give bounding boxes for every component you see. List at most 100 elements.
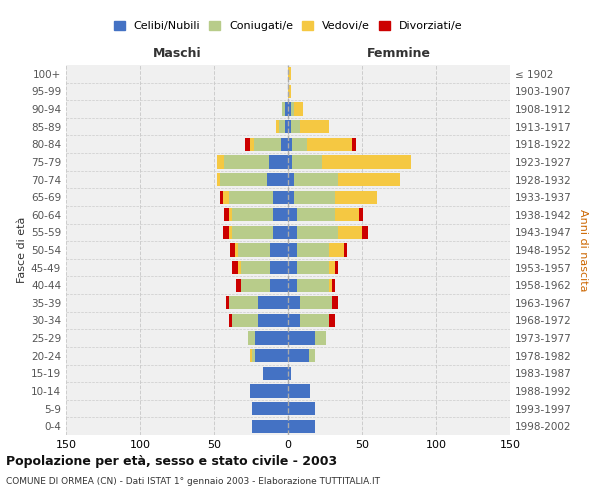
Bar: [229, 296, 259, 310]
Bar: [329, 314, 335, 327]
Bar: [245, 138, 250, 151]
Bar: [291, 120, 300, 134]
Bar: [288, 173, 294, 186]
Bar: [273, 190, 288, 204]
Bar: [267, 173, 288, 186]
Bar: [250, 138, 254, 151]
Bar: [270, 261, 288, 274]
Bar: [232, 226, 273, 239]
Bar: [288, 156, 292, 168]
Bar: [229, 190, 273, 204]
Bar: [288, 85, 291, 98]
Bar: [273, 226, 288, 239]
Bar: [223, 190, 229, 204]
Bar: [344, 244, 347, 256]
Bar: [223, 226, 229, 239]
Bar: [229, 208, 232, 222]
Bar: [281, 138, 288, 151]
Bar: [297, 226, 338, 239]
Bar: [335, 261, 338, 274]
Bar: [288, 138, 292, 151]
Bar: [253, 349, 256, 362]
Bar: [229, 226, 232, 239]
Bar: [288, 420, 314, 433]
Bar: [338, 226, 362, 239]
Bar: [288, 261, 297, 274]
Bar: [288, 402, 314, 415]
Bar: [250, 349, 253, 362]
Bar: [294, 173, 338, 186]
Bar: [248, 332, 256, 344]
Bar: [288, 102, 291, 116]
Bar: [338, 173, 400, 186]
Bar: [235, 244, 238, 256]
Bar: [332, 278, 335, 292]
Bar: [359, 208, 364, 222]
Bar: [332, 296, 338, 310]
Bar: [224, 156, 269, 168]
Bar: [241, 278, 270, 292]
Bar: [362, 226, 368, 239]
Bar: [285, 102, 288, 116]
Bar: [229, 314, 232, 327]
Bar: [256, 349, 288, 362]
Bar: [220, 173, 267, 186]
Bar: [254, 138, 281, 151]
Bar: [236, 278, 241, 292]
Bar: [288, 244, 297, 256]
Bar: [232, 261, 238, 274]
Bar: [238, 261, 241, 274]
Bar: [273, 208, 288, 222]
Bar: [276, 120, 279, 134]
Bar: [253, 420, 288, 433]
Bar: [279, 120, 285, 134]
Bar: [335, 208, 359, 222]
Bar: [224, 208, 229, 222]
Bar: [230, 244, 235, 256]
Bar: [270, 278, 288, 292]
Bar: [217, 173, 220, 186]
Bar: [314, 332, 326, 344]
Bar: [288, 332, 314, 344]
Bar: [232, 314, 259, 327]
Bar: [226, 296, 229, 310]
Text: Maschi: Maschi: [152, 46, 202, 60]
Bar: [297, 261, 329, 274]
Bar: [288, 226, 297, 239]
Bar: [288, 67, 291, 80]
Bar: [307, 138, 352, 151]
Bar: [259, 314, 288, 327]
Bar: [294, 190, 335, 204]
Text: Femmine: Femmine: [367, 46, 431, 60]
Bar: [270, 244, 288, 256]
Bar: [288, 208, 297, 222]
Bar: [282, 102, 285, 116]
Bar: [241, 261, 270, 274]
Bar: [335, 190, 377, 204]
Bar: [300, 296, 332, 310]
Bar: [263, 366, 288, 380]
Bar: [269, 156, 288, 168]
Bar: [329, 278, 332, 292]
Bar: [288, 314, 300, 327]
Bar: [285, 120, 288, 134]
Bar: [232, 208, 273, 222]
Bar: [297, 278, 329, 292]
Bar: [288, 120, 291, 134]
Bar: [309, 349, 314, 362]
Bar: [220, 190, 223, 204]
Bar: [300, 314, 329, 327]
Bar: [217, 156, 224, 168]
Bar: [250, 384, 288, 398]
Bar: [329, 261, 335, 274]
Text: Popolazione per età, sesso e stato civile - 2003: Popolazione per età, sesso e stato civil…: [6, 455, 337, 468]
Bar: [288, 278, 297, 292]
Text: COMUNE DI ORMEA (CN) - Dati ISTAT 1° gennaio 2003 - Elaborazione TUTTITALIA.IT: COMUNE DI ORMEA (CN) - Dati ISTAT 1° gen…: [6, 478, 380, 486]
Bar: [253, 402, 288, 415]
Bar: [292, 156, 322, 168]
Bar: [238, 244, 270, 256]
Bar: [352, 138, 356, 151]
Bar: [256, 332, 288, 344]
Bar: [329, 244, 344, 256]
Bar: [288, 384, 310, 398]
